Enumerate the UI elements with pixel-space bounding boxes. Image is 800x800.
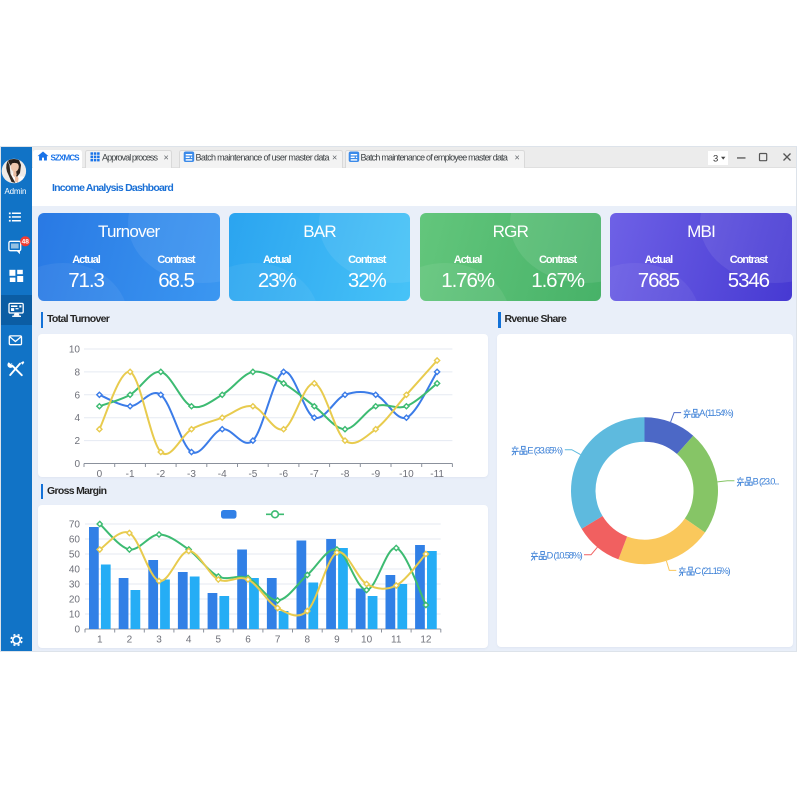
svg-text:4: 4 bbox=[186, 635, 192, 646]
svg-text:C (21.15%): C (21.15%) bbox=[695, 566, 731, 576]
svg-text:Batch maintenance of user mast: Batch maintenance of user master data bbox=[196, 153, 330, 163]
svg-text:2: 2 bbox=[74, 436, 80, 447]
svg-text:-2: -2 bbox=[156, 469, 165, 477]
svg-text:6: 6 bbox=[74, 390, 80, 401]
svg-text:3: 3 bbox=[713, 154, 718, 165]
svg-text:11: 11 bbox=[391, 635, 402, 646]
svg-text:9: 9 bbox=[334, 635, 340, 646]
svg-text:-3: -3 bbox=[187, 469, 196, 477]
svg-text:Admin: Admin bbox=[5, 187, 27, 196]
svg-text:12: 12 bbox=[420, 635, 432, 646]
svg-text:-11: -11 bbox=[430, 469, 444, 477]
svg-text:-9: -9 bbox=[371, 469, 380, 477]
svg-text:10: 10 bbox=[69, 345, 81, 356]
svg-text:70: 70 bbox=[69, 520, 81, 531]
svg-text:48: 48 bbox=[22, 239, 30, 246]
svg-text:7: 7 bbox=[275, 635, 281, 646]
svg-text:×: × bbox=[164, 153, 169, 163]
svg-text:1: 1 bbox=[97, 635, 103, 646]
svg-text:50: 50 bbox=[69, 550, 81, 561]
svg-text:-10: -10 bbox=[399, 469, 414, 477]
svg-text:40: 40 bbox=[69, 565, 81, 576]
svg-text:3: 3 bbox=[156, 635, 162, 646]
svg-text:E (33.65%): E (33.65%) bbox=[527, 445, 563, 455]
svg-text:10: 10 bbox=[69, 610, 81, 621]
svg-text:D (10.58%): D (10.58%) bbox=[547, 550, 583, 560]
svg-text:0: 0 bbox=[97, 469, 103, 477]
svg-text:0: 0 bbox=[74, 459, 80, 470]
svg-text:8: 8 bbox=[305, 635, 311, 646]
svg-text:2: 2 bbox=[127, 635, 133, 646]
svg-text:Approval process: Approval process bbox=[102, 153, 159, 163]
svg-text:30: 30 bbox=[69, 580, 81, 591]
svg-text:-5: -5 bbox=[248, 469, 257, 477]
svg-text:-8: -8 bbox=[341, 469, 350, 477]
svg-text:-4: -4 bbox=[218, 469, 227, 477]
svg-text:6: 6 bbox=[245, 635, 251, 646]
svg-text:Batch maintenance of employee: Batch maintenance of employee master dat… bbox=[361, 153, 508, 163]
svg-text:SZXMCS: SZXMCS bbox=[51, 154, 81, 163]
svg-text:A (11.54%): A (11.54%) bbox=[699, 408, 733, 418]
svg-text:20: 20 bbox=[69, 595, 81, 606]
svg-text:4: 4 bbox=[74, 413, 80, 424]
svg-text:8: 8 bbox=[74, 367, 80, 378]
svg-text:5: 5 bbox=[216, 635, 222, 646]
svg-text:×: × bbox=[332, 153, 337, 163]
svg-text:×: × bbox=[515, 153, 520, 163]
svg-text:10: 10 bbox=[361, 635, 373, 646]
svg-text:-1: -1 bbox=[126, 469, 135, 477]
svg-text:60: 60 bbox=[69, 535, 81, 546]
svg-text:-7: -7 bbox=[310, 469, 319, 477]
svg-text:-6: -6 bbox=[279, 469, 288, 477]
svg-text:B (23.0...: B (23.0... bbox=[753, 476, 779, 486]
svg-text:0: 0 bbox=[74, 625, 80, 636]
